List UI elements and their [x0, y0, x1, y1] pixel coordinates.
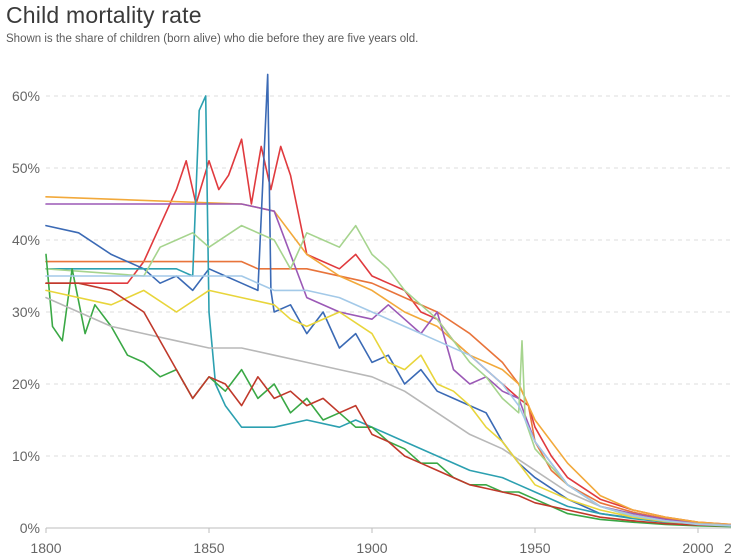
series-line-series-b[interactable]: [45, 260, 731, 526]
y-tick-label: 50%: [12, 160, 40, 176]
y-tick-label: 0%: [20, 520, 40, 536]
x-tick-label: 1900: [356, 540, 387, 556]
x-tick-label: 1950: [519, 540, 550, 556]
series-line-series-l[interactable]: [45, 275, 731, 527]
series-line-series-k[interactable]: [45, 282, 731, 527]
series-line-series-h[interactable]: [45, 253, 731, 528]
y-axis-ticks: 0% 10% 20% 30% 40% 50% 60%: [12, 88, 40, 536]
x-tick-label: 1850: [193, 540, 224, 556]
y-tick-label: 10%: [12, 448, 40, 464]
x-tick-label: 1800: [30, 540, 61, 556]
chart-title: Child mortality rate: [6, 2, 202, 28]
series-line-series-g[interactable]: [45, 224, 731, 527]
y-tick-label: 60%: [12, 88, 40, 104]
x-tick-label-overflow: 2: [724, 540, 731, 556]
series-line-series-e[interactable]: [45, 73, 731, 527]
series-line-series-j[interactable]: [45, 289, 731, 527]
y-tick-label: 20%: [12, 376, 40, 392]
y-tick-label: 30%: [12, 304, 40, 320]
x-tick-label: 2000: [682, 540, 713, 556]
series-line-series-c[interactable]: [45, 196, 731, 526]
x-axis-ticks: 1800 1850 1900 1950 2000 2: [30, 528, 731, 556]
series-line-series-f[interactable]: [45, 95, 731, 527]
y-tick-label: 40%: [12, 232, 40, 248]
chart-subtitle: Shown is the share of children (born ali…: [6, 33, 419, 45]
gridlines: [46, 95, 731, 529]
series-line-series-i[interactable]: [45, 296, 731, 526]
series-lines: [45, 73, 731, 528]
series-line-series-a[interactable]: [45, 138, 731, 526]
